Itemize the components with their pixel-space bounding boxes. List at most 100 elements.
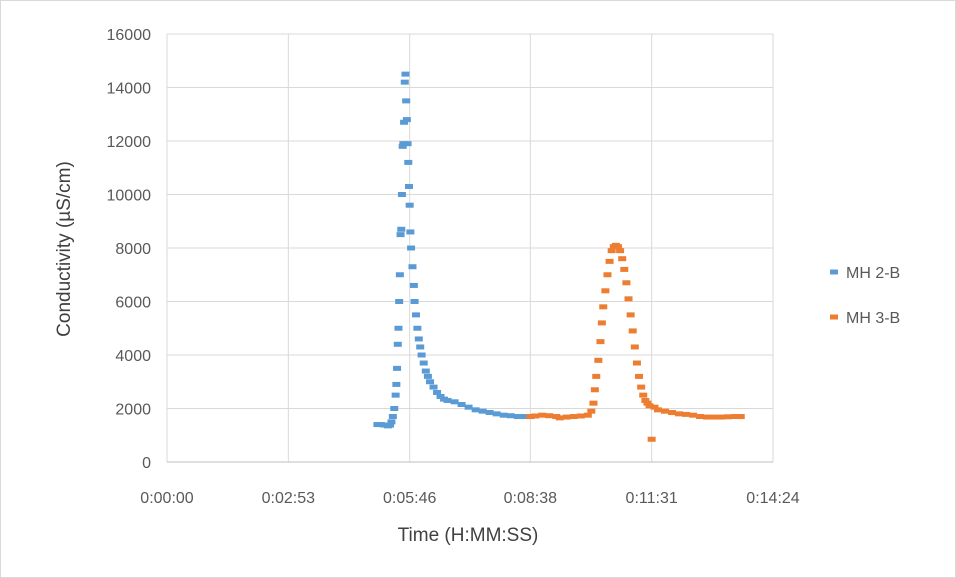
x-tick-label: 0:00:00	[140, 490, 193, 507]
data-point	[426, 379, 435, 385]
data-point	[404, 183, 413, 189]
data-point	[555, 415, 564, 421]
data-point	[605, 258, 614, 264]
data-point	[443, 397, 452, 403]
data-point	[583, 412, 592, 418]
data-point	[520, 414, 529, 420]
data-point	[404, 159, 413, 165]
y-tick-label: 4000	[115, 348, 151, 365]
data-point	[419, 360, 428, 366]
data-point	[396, 232, 405, 238]
data-point	[407, 245, 416, 251]
data-point	[423, 373, 432, 379]
x-tick-label: 0:05:46	[383, 490, 436, 507]
data-point	[710, 414, 719, 420]
data-point	[478, 408, 487, 414]
data-point	[613, 244, 622, 250]
data-point	[471, 407, 480, 413]
data-point	[645, 403, 654, 409]
data-point	[402, 117, 411, 123]
data-point	[624, 296, 633, 302]
data-point	[409, 282, 418, 288]
y-tick-label: 10000	[107, 188, 152, 205]
legend-marker	[830, 314, 838, 320]
data-point	[596, 339, 605, 345]
data-point	[406, 229, 415, 235]
x-tick-label: 0:11:31	[626, 490, 678, 507]
data-point	[703, 414, 712, 420]
data-point	[675, 411, 684, 417]
data-point	[397, 192, 406, 197]
data-point	[603, 272, 612, 278]
data-point	[388, 414, 397, 420]
data-point	[417, 352, 426, 358]
data-point	[429, 384, 438, 390]
data-point	[589, 400, 598, 406]
data-point	[499, 412, 508, 418]
data-point	[392, 381, 401, 387]
data-point	[397, 226, 406, 232]
data-point	[433, 389, 442, 395]
data-point	[689, 412, 698, 418]
data-point	[485, 410, 494, 416]
y-tick-label: 12000	[107, 134, 152, 151]
data-point	[653, 407, 662, 413]
data-point	[682, 411, 691, 417]
data-point	[736, 414, 745, 420]
y-tick-label: 0	[142, 455, 151, 472]
data-point	[569, 414, 578, 420]
data-point	[626, 312, 635, 318]
data-point	[590, 387, 599, 393]
data-point	[618, 256, 627, 262]
data-point	[637, 384, 646, 390]
y-tick-label: 8000	[115, 241, 151, 258]
data-point	[398, 143, 407, 149]
data-point	[492, 411, 501, 417]
data-point	[402, 98, 411, 104]
data-point	[594, 357, 603, 363]
legend-label: MH 2-B	[846, 265, 900, 282]
data-point	[592, 373, 601, 379]
data-point	[414, 336, 423, 342]
x-tick-label: 0:08:38	[504, 490, 557, 507]
y-axis-title: Conductivity (µS/cm)	[54, 161, 75, 337]
data-point	[405, 202, 414, 208]
data-point	[601, 288, 610, 294]
legend: MH 2-B MH 3-B	[830, 265, 900, 327]
data-point	[408, 264, 417, 270]
data-points	[373, 71, 745, 442]
series-mh-2-b	[373, 71, 535, 429]
data-point	[538, 412, 547, 418]
data-point	[597, 320, 606, 326]
data-point	[641, 397, 650, 403]
data-point	[630, 344, 639, 350]
x-tick-label: 0:14:24	[746, 490, 799, 507]
data-point	[616, 248, 625, 254]
data-point	[394, 325, 403, 331]
y-tick-labels: 0 2000 4000 6000 8000 10000 12000 14000 16000	[107, 27, 152, 472]
data-point	[387, 419, 396, 425]
data-point	[576, 413, 585, 419]
data-point	[386, 422, 395, 428]
data-point	[620, 266, 629, 272]
legend-marker	[830, 269, 838, 275]
data-point	[395, 299, 404, 304]
data-point	[531, 413, 540, 419]
data-point	[436, 393, 445, 399]
x-tick-labels: 0:00:00 0:02:53 0:05:46 0:08:38 0:11:31 0:14:…	[140, 490, 799, 507]
data-point	[391, 392, 400, 398]
data-point	[393, 341, 402, 347]
data-point	[639, 392, 648, 398]
data-point	[457, 401, 466, 407]
data-point	[724, 414, 733, 420]
data-point	[450, 399, 459, 405]
data-point	[411, 312, 420, 318]
x-tick-label: 0:02:53	[262, 490, 315, 507]
data-point	[416, 344, 425, 350]
data-point	[464, 404, 473, 410]
data-point	[717, 414, 726, 420]
data-point	[632, 360, 641, 366]
data-point	[562, 414, 571, 420]
